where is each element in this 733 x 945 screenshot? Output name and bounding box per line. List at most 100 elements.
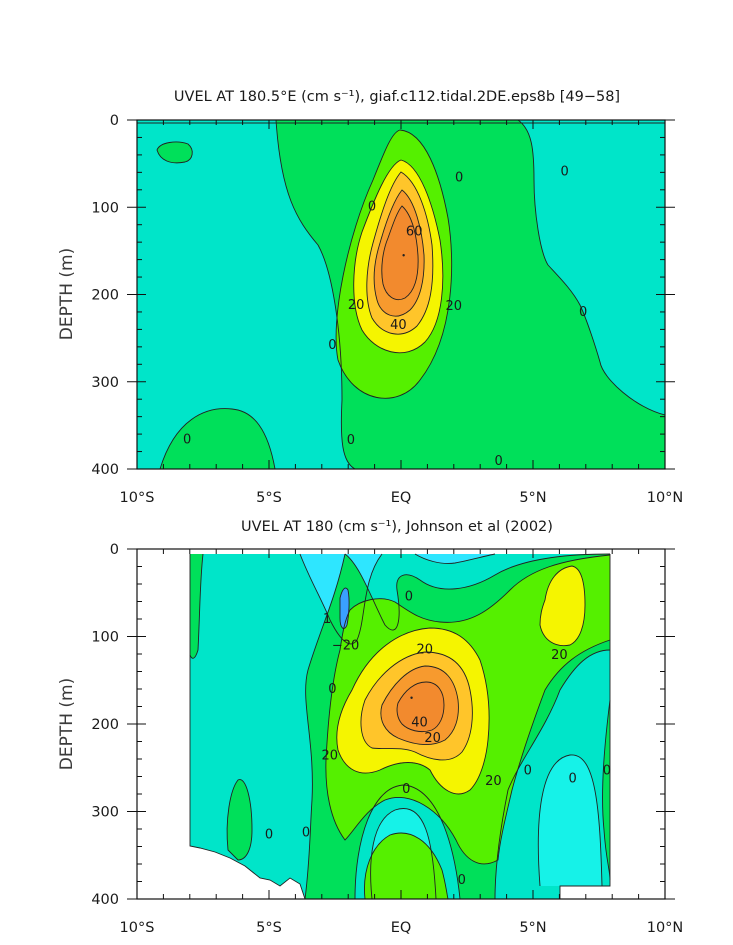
contour-line bbox=[559, 554, 611, 899]
contour-labels-top: 60 40 20 20 0 0 0 0 0 0 0 0 bbox=[183, 164, 587, 469]
y-tick-label: 400 bbox=[91, 462, 119, 478]
contour-label: 20 bbox=[551, 648, 568, 663]
y-tick-label: 0 bbox=[110, 113, 119, 129]
contour-line bbox=[325, 609, 611, 865]
fill-region-50-60 bbox=[381, 206, 419, 300]
contour-label: 0 bbox=[328, 338, 336, 353]
panel-bottom: UVEL AT 180 (cm s⁻¹), Johnson et al (200… bbox=[57, 519, 683, 936]
panel-top: UVEL AT 180.5°E (cm s⁻¹), giaf.c112.tida… bbox=[57, 89, 683, 506]
max-marker bbox=[402, 254, 405, 257]
contour-label: 20 bbox=[446, 299, 463, 314]
contour-line bbox=[537, 754, 603, 887]
x-tick-label: EQ bbox=[391, 920, 412, 936]
contour-label: 0 bbox=[405, 589, 413, 604]
contour-label: 1 bbox=[323, 612, 331, 627]
x-axis-top-panel: 10°S 5°S EQ 5°N 10°N bbox=[120, 120, 684, 506]
y-tick-label: 400 bbox=[91, 892, 119, 908]
contour-label: 0 bbox=[302, 826, 310, 841]
contour-label: 40 bbox=[390, 318, 407, 333]
chart-title-bottom: UVEL AT 180 (cm s⁻¹), Johnson et al (200… bbox=[241, 519, 553, 535]
y-tick-label: 100 bbox=[91, 630, 119, 646]
contour-line bbox=[304, 553, 346, 899]
x-tick-label: 5°N bbox=[519, 490, 546, 506]
contour-line bbox=[373, 189, 425, 317]
x-tick-label: 5°S bbox=[256, 920, 282, 936]
contour-line bbox=[517, 120, 665, 416]
contour-label: 0 bbox=[568, 771, 576, 786]
contour-lines-bottom bbox=[189, 553, 611, 899]
y-tick-label: 0 bbox=[110, 542, 119, 558]
x-tick-label: 5°S bbox=[256, 490, 282, 506]
contour-line bbox=[226, 779, 253, 861]
fill-region-20-30-b-island bbox=[540, 566, 585, 646]
x-tick-label: 10°S bbox=[120, 920, 155, 936]
fill-region-0-10-b-left bbox=[190, 554, 203, 659]
contour-label: 0 bbox=[495, 454, 503, 469]
max-marker bbox=[410, 696, 413, 699]
fill-region-0-10-b-patch bbox=[227, 779, 252, 860]
contour-label: 20 bbox=[348, 298, 365, 313]
contour-line bbox=[156, 141, 193, 164]
y-tick-label: 300 bbox=[91, 375, 119, 391]
contour-label: 0 bbox=[524, 763, 532, 778]
contour-label: 40 bbox=[411, 715, 428, 730]
contour-label: −20 bbox=[332, 638, 359, 653]
fill-region-bright-cyan-b bbox=[538, 754, 602, 886]
contour-line bbox=[364, 832, 449, 899]
contour-line bbox=[396, 681, 445, 733]
contour-line bbox=[159, 408, 276, 469]
y-tick-label: 200 bbox=[91, 288, 119, 304]
contour-line bbox=[336, 627, 490, 795]
contour-label: 0 bbox=[368, 199, 376, 214]
contour-line bbox=[189, 553, 204, 659]
contour-label: 60 bbox=[406, 225, 423, 240]
contour-label: 0 bbox=[402, 782, 410, 797]
contour-line bbox=[344, 553, 611, 631]
fill-region-50-60-b bbox=[397, 682, 444, 732]
x-axis-bottom-panel: 10°S 5°S EQ 5°N 10°N bbox=[120, 549, 684, 936]
contour-label: 0 bbox=[455, 171, 463, 186]
contour-line bbox=[349, 554, 611, 623]
y-tick-label: 300 bbox=[91, 805, 119, 821]
contour-label: 20 bbox=[321, 749, 338, 764]
contour-line bbox=[335, 129, 453, 399]
y-axis-label-bottom: DEPTH (m) bbox=[57, 678, 77, 770]
chart-title-top: UVEL AT 180.5°E (cm s⁻¹), giaf.c112.tida… bbox=[174, 89, 620, 105]
x-tick-label: 5°N bbox=[519, 920, 546, 936]
x-tick-label: 10°N bbox=[647, 920, 684, 936]
contour-label: 0 bbox=[265, 827, 273, 842]
contour-label: 0 bbox=[579, 305, 587, 320]
contour-label: 0 bbox=[561, 164, 569, 179]
contour-label: 0 bbox=[603, 763, 611, 778]
x-tick-label: 10°S bbox=[120, 490, 155, 506]
contour-fills-top: 60 40 20 20 0 0 0 0 0 0 0 0 bbox=[137, 120, 665, 469]
contour-line bbox=[189, 554, 306, 899]
contour-line bbox=[275, 120, 356, 469]
fill-region-0-10-left bbox=[160, 408, 275, 469]
contour-label: 0 bbox=[458, 873, 466, 888]
y-tick-label: 200 bbox=[91, 717, 119, 733]
y-tick-label: 100 bbox=[91, 200, 119, 216]
x-tick-label: EQ bbox=[391, 490, 412, 506]
contour-line bbox=[380, 665, 459, 745]
fill-region-neg-20-0-b bbox=[415, 554, 495, 564]
contour-label: 20 bbox=[485, 774, 502, 789]
x-tick-label: 10°N bbox=[647, 490, 684, 506]
contour-label: 20 bbox=[424, 731, 441, 746]
contour-label: 0 bbox=[347, 433, 355, 448]
contour-label: 0 bbox=[328, 682, 336, 697]
contour-line bbox=[366, 171, 434, 335]
contour-line bbox=[354, 784, 461, 899]
contour-line bbox=[370, 808, 437, 899]
contour-line bbox=[353, 159, 444, 354]
contour-line bbox=[339, 587, 350, 629]
contour-line bbox=[539, 565, 586, 647]
contour-line bbox=[360, 651, 473, 761]
contour-line bbox=[602, 699, 611, 881]
fill-region-10-20-b-bottom bbox=[364, 833, 448, 899]
